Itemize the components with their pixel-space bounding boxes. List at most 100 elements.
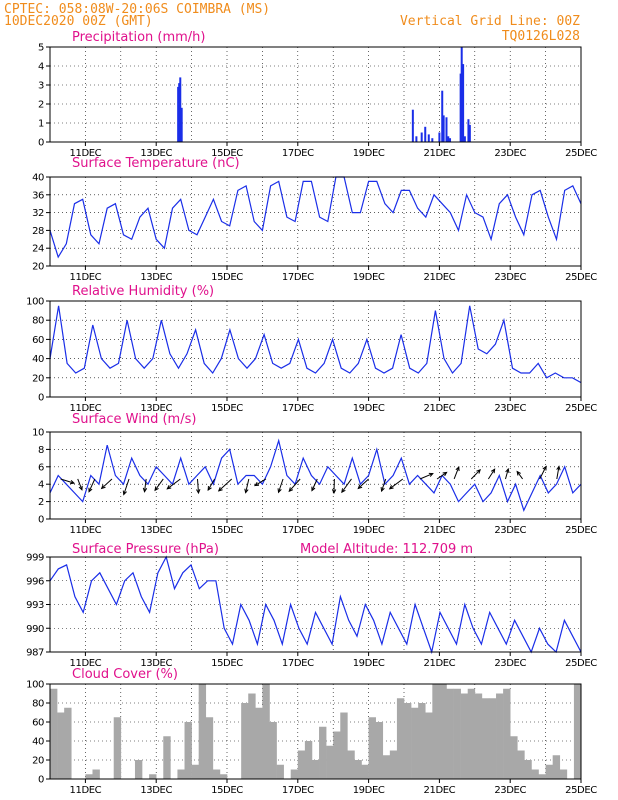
wind-xtick-label: 19DEC [353,525,385,536]
precipitation-xtick-label: 23DEC [494,148,526,159]
humidity-ytick-label: 60 [32,335,44,346]
cloud-bar [474,693,483,779]
wind-arrowhead [244,488,249,494]
cloud-ytick-label: 20 [32,756,44,767]
cloud-ytick-label: 0 [38,775,44,786]
cloud-ytick-label: 100 [26,680,44,691]
temperature-xtick-label: 21DEC [424,272,456,283]
humidity-xtick-label: 23DEC [494,403,526,414]
pressure-xtick-label: 23DEC [494,658,526,669]
precip-bar [438,132,441,142]
humidity-ytick-label: 100 [26,297,44,308]
cloud-bar [481,698,490,779]
precip-bar [411,109,414,142]
cloud-bar [326,745,334,779]
temperature-ytick-label: 36 [32,190,44,201]
cloud-bar [184,722,192,779]
wind-arrow [357,478,369,489]
humidity-ytick-label: 80 [32,316,44,327]
cloud-bar [57,712,65,779]
humidity-ytick-label: 20 [32,373,44,384]
wind-arrowhead [88,487,93,493]
wind-arrowhead [505,467,510,473]
humidity-xtick-label: 15DEC [211,403,243,414]
precipitation-ytick-label: 1 [38,119,44,130]
wind-ytick-label: 6 [38,462,44,473]
wind-arrow [207,478,216,491]
precip-bar [459,73,462,142]
wind-arrowhead [490,468,496,474]
temperature-xtick-label: 23DEC [494,272,526,283]
pressure-frame [49,556,582,653]
precipitation-ytick-label: 3 [38,81,44,92]
cloud-bar [439,684,447,779]
cloud-bar [446,688,454,779]
humidity-line [49,305,582,384]
header-model-code: TQ0126L028 [502,29,580,44]
wind-arrow [419,473,434,480]
wind-arrow [288,478,301,492]
wind-arrow [218,478,233,492]
cloud-bar [432,684,440,779]
cloud-frame [49,683,582,780]
wind-arrow [381,478,387,492]
temperature-ytick-label: 24 [32,244,44,255]
pressure-line [49,555,582,655]
humidity-xtick-label: 17DEC [282,403,314,414]
wind-ytick-label: 0 [38,515,44,526]
wind-arrow [88,478,96,492]
cloud-bar [304,741,313,779]
pressure-xtick-label: 13DEC [140,658,172,669]
precip-bar [449,138,452,142]
cloud-bar [219,774,228,779]
wind-arrow [453,466,460,480]
wind-arrow [504,468,509,480]
wind-arrow [123,478,130,495]
cloud-bar [368,717,376,779]
wind-arrow [487,468,496,480]
cloud-bar [92,769,100,779]
wind-arrowhead [388,485,394,490]
cloud-bar [50,688,58,779]
wind-arrow [539,466,547,480]
precip-bar [178,83,181,142]
cloud-bar [191,764,199,779]
cloud-bar [467,688,476,779]
cloud-bar [524,760,532,779]
cloud-bar [573,684,582,779]
cloud-bar [361,764,369,779]
header-grid-note: Vertical Grid Line: 00Z [400,14,580,29]
cloud-bar [488,698,497,779]
wind-arrowhead [428,472,434,477]
cloud-bar [389,750,398,779]
model-altitude: Model Altitude: 112.709 m [300,542,473,557]
wind-arrowhead [100,484,106,490]
cloud-title: Cloud Cover (%) [72,667,178,682]
pressure-ytick-label: 987 [26,648,44,659]
wind-arrowhead [476,468,481,474]
cloud-bar [411,707,419,779]
pressure-xtick-label: 21DEC [424,658,456,669]
wind-arrow [101,478,113,489]
wind-arrowhead [122,490,127,496]
cloud-bar [269,722,277,779]
cloud-bar [64,707,72,779]
cloud-bar [517,750,525,779]
wind-arrowhead [442,471,448,477]
temperature-ytick-label: 20 [32,262,44,273]
cloud-bar [538,774,546,779]
cloud-bar [212,769,221,779]
wind-xtick-label: 23DEC [494,525,526,536]
cloud-bar [375,722,384,779]
precipitation-xtick-label: 11DEC [70,148,102,159]
wind-arrowhead [207,486,212,492]
cloud-xtick-label: 19DEC [353,785,385,796]
precipitation-xtick-label: 25DEC [565,148,597,159]
wind-xtick-label: 21DEC [424,525,456,536]
precip-bar [415,136,418,142]
cloud-bar [496,693,504,779]
cloud-bar [248,693,256,779]
wind-arrow [254,478,267,487]
precip-bar [177,86,180,142]
precip-bar [462,64,465,142]
